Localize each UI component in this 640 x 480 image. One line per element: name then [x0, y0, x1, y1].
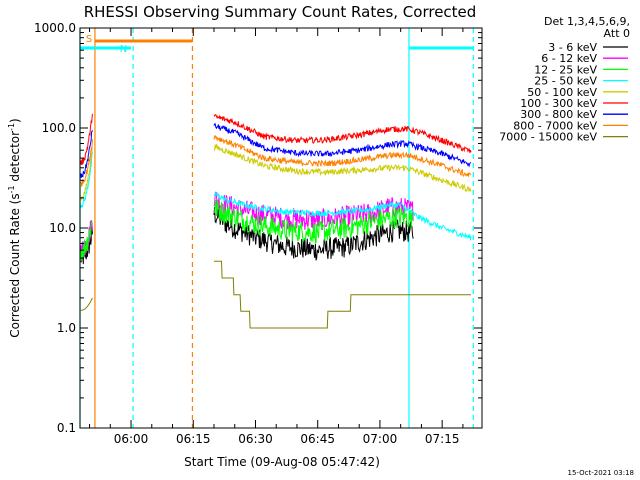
- y-tick-label: 100.0: [42, 121, 76, 135]
- y-tick-label: 10.0: [49, 221, 76, 235]
- legend-label: 25 - 50 keV: [534, 75, 597, 88]
- y-tick-label: 1.0: [57, 321, 76, 335]
- x-tick-label: 06:45: [300, 432, 335, 446]
- legend-label: 50 - 100 keV: [527, 86, 597, 99]
- legend-header-attenuator: Att 0: [604, 27, 630, 40]
- series-line-2: [80, 199, 414, 262]
- y-tick-label: 0.1: [57, 421, 76, 435]
- footer-timestamp: 15-Oct-2021 03:18: [568, 469, 634, 477]
- y-axis-ticks: 0.1 1.0 10.0 100.0 1000.0: [34, 21, 482, 435]
- x-tick-label: 06:15: [176, 432, 211, 446]
- flag-label: S: [86, 34, 92, 45]
- legend-label: 800 - 7000 keV: [513, 119, 597, 132]
- chart-title: RHESSI Observing Summary Count Rates, Co…: [84, 3, 477, 21]
- x-axis-label: Start Time (09-Aug-08 05:47:42): [184, 455, 380, 469]
- legend-label: 12 - 25 keV: [534, 63, 597, 76]
- y-axis-label: Corrected Count Rate (s-1 detector-1): [7, 118, 22, 337]
- series-lines: [80, 113, 472, 329]
- series-line-5: [80, 113, 472, 165]
- series-line-8: [80, 260, 471, 329]
- x-axis-ticks: 06:00 06:15 06:30 06:45 07:00 07:15: [89, 28, 464, 446]
- legend-label: 6 - 12 keV: [541, 52, 597, 65]
- legend-header-detectors: Det 1,3,4,5,6,9,: [544, 15, 630, 28]
- series-line-7: [80, 135, 472, 188]
- series-line-6: [80, 123, 472, 178]
- flag-bars: SN: [80, 34, 474, 55]
- legend-label: 7000 - 15000 keV: [499, 131, 597, 144]
- x-tick-label: 07:00: [363, 432, 398, 446]
- legend-label: 100 - 300 keV: [520, 97, 597, 110]
- legend-label: 300 - 800 keV: [520, 108, 597, 121]
- x-tick-label: 06:00: [114, 432, 149, 446]
- series-line-4: [80, 143, 472, 201]
- legend-label: 3 - 6 keV: [548, 41, 597, 54]
- series-line-3: [80, 151, 472, 241]
- flag-label: N: [120, 44, 127, 55]
- y-tick-label: 1000.0: [34, 21, 76, 35]
- x-tick-label: 07:15: [425, 432, 460, 446]
- x-tick-label: 06:30: [238, 432, 273, 446]
- plot-frame: [79, 27, 483, 429]
